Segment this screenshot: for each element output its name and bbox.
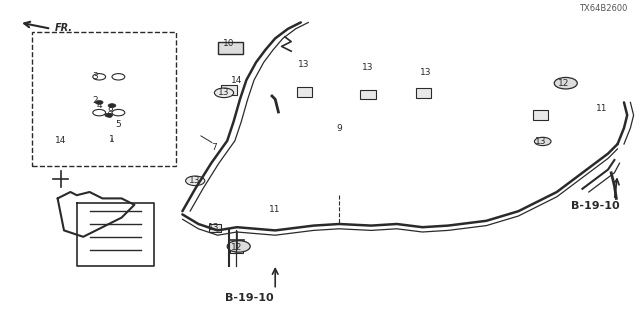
Text: 11: 11	[596, 104, 607, 113]
Text: 4: 4	[97, 101, 102, 110]
Bar	[209, 224, 221, 232]
Text: 13: 13	[218, 88, 230, 97]
Text: 10: 10	[223, 39, 235, 48]
Text: 5: 5	[116, 120, 121, 129]
Bar	[416, 88, 431, 98]
Text: 7: 7	[212, 143, 217, 152]
Text: 14: 14	[231, 76, 243, 84]
Text: 12: 12	[231, 244, 243, 252]
Text: 13: 13	[535, 137, 547, 146]
Text: 13: 13	[362, 63, 374, 72]
Text: 13: 13	[420, 68, 431, 76]
Circle shape	[534, 137, 551, 146]
Text: 2: 2	[92, 96, 97, 105]
Bar	[221, 85, 237, 95]
Circle shape	[186, 176, 205, 186]
Text: 11: 11	[269, 205, 281, 214]
Bar	[230, 246, 243, 253]
Text: 8: 8	[108, 104, 113, 113]
Text: TX64B2600: TX64B2600	[579, 4, 627, 13]
Text: 6: 6	[106, 111, 111, 120]
Text: 1: 1	[109, 135, 115, 144]
Circle shape	[108, 104, 116, 108]
Text: 13: 13	[189, 176, 201, 185]
Circle shape	[214, 88, 234, 98]
Text: B-19-10: B-19-10	[571, 201, 620, 212]
Bar	[533, 110, 548, 120]
Text: B-19-10: B-19-10	[225, 293, 274, 303]
Text: 13: 13	[298, 60, 310, 68]
Circle shape	[227, 241, 250, 252]
Text: FR.: FR.	[54, 23, 72, 33]
Text: 13: 13	[208, 223, 220, 232]
Bar	[218, 42, 243, 54]
Bar	[297, 87, 312, 97]
Circle shape	[554, 77, 577, 89]
Bar	[360, 90, 376, 99]
Text: 12: 12	[557, 79, 569, 88]
Circle shape	[105, 113, 113, 117]
Text: 14: 14	[55, 136, 67, 145]
Text: 3: 3	[92, 72, 97, 81]
Circle shape	[95, 100, 103, 104]
Bar	[32, 32, 176, 166]
Text: 9: 9	[337, 124, 342, 133]
